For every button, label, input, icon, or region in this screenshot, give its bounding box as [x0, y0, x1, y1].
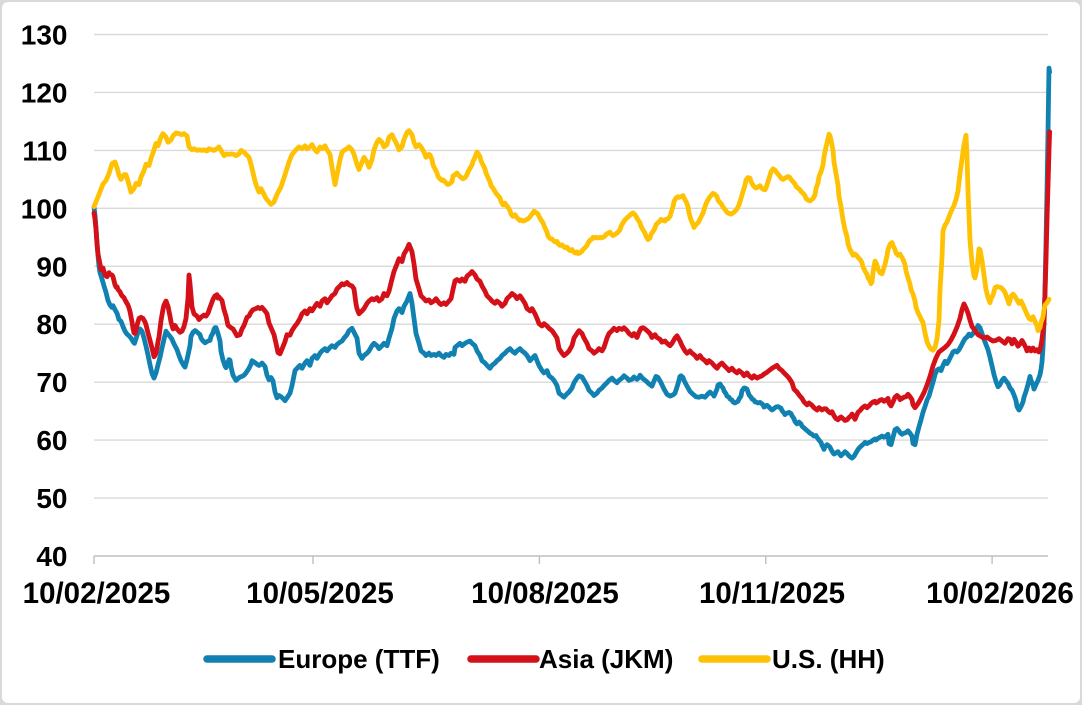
- svg-text:110: 110: [22, 135, 67, 166]
- svg-text:60: 60: [36, 425, 67, 456]
- svg-text:10/08/2025: 10/08/2025: [471, 577, 619, 610]
- svg-text:70: 70: [36, 367, 67, 398]
- svg-text:120: 120: [21, 77, 68, 108]
- svg-text:50: 50: [36, 483, 67, 514]
- svg-text:90: 90: [36, 251, 67, 282]
- svg-text:Europe (TTF): Europe (TTF): [278, 644, 440, 674]
- svg-text:10/02/2025: 10/02/2025: [23, 577, 171, 610]
- svg-text:10/05/2025: 10/05/2025: [246, 577, 394, 610]
- svg-text:130: 130: [21, 20, 68, 51]
- svg-text:40: 40: [36, 541, 67, 572]
- svg-text:U.S. (HH): U.S. (HH): [772, 644, 885, 674]
- svg-text:Asia (JKM): Asia (JKM): [539, 644, 673, 674]
- svg-text:80: 80: [36, 309, 67, 340]
- svg-text:100: 100: [21, 193, 68, 224]
- svg-text:10/02/2026: 10/02/2026: [926, 577, 1074, 610]
- svg-text:10/11/2025: 10/11/2025: [699, 577, 845, 610]
